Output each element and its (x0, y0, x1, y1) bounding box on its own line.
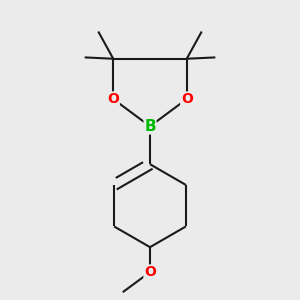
Text: B: B (144, 119, 156, 134)
Text: O: O (107, 92, 119, 106)
Text: O: O (181, 92, 193, 106)
Text: O: O (144, 265, 156, 279)
